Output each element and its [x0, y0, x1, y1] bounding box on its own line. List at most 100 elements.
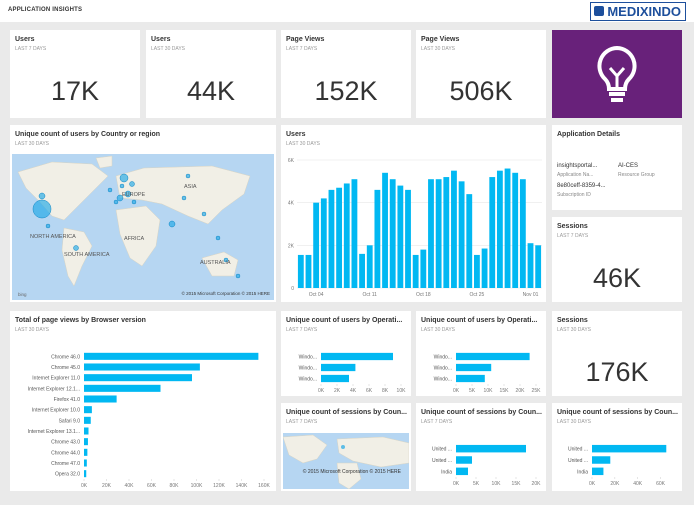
chart: 0K 2K 4K 6K 8K 10K Windo... Windo... Windo... — [299, 352, 406, 394]
kpi-tile[interactable]: Users LAST 7 DAYS 17K — [10, 30, 140, 118]
bar — [382, 172, 388, 288]
kpi-tile[interactable]: Sessions LAST 30 DAYS 176K — [552, 311, 682, 396]
chart: 0 2K 4K 6K Oct 04 Oct 11 Oct 18 Oct 25 Nov 01 — [288, 158, 542, 298]
x-tick-label: 0K — [589, 481, 596, 487]
tile-title: Unique count of sessions by Coun... — [286, 409, 407, 416]
bar — [84, 363, 200, 371]
chart: 0K 5K 10K 15K 20K 25K Windo... Windo... Windo... — [434, 352, 541, 394]
x-tick-label: Oct 11 — [363, 292, 378, 298]
bar — [374, 189, 381, 288]
tile-title: Application Details — [557, 131, 621, 138]
bar — [456, 444, 526, 453]
x-tick-label: 0K — [453, 481, 460, 487]
bar — [456, 352, 530, 361]
tile-title: Sessions — [557, 223, 588, 230]
x-tick-label: 60K — [147, 483, 157, 489]
tile-value: 44K — [186, 76, 236, 106]
x-tick-label: 0K — [318, 388, 325, 394]
bar — [592, 444, 667, 453]
bar — [496, 170, 503, 288]
x-tick-label: 5K — [473, 481, 480, 487]
logo: MEDIXINDO — [590, 2, 686, 21]
bar — [321, 352, 393, 361]
bar — [328, 189, 335, 288]
map-credit: © 2015 Microsoft Corporation © 2015 HERE — [303, 468, 402, 475]
map-label: NORTH AMERICA — [30, 234, 76, 240]
x-tick-label: 60K — [656, 481, 666, 487]
kpi-tile[interactable]: Users LAST 30 DAYS 44K — [146, 30, 276, 118]
tile-title: Unique count of users by Operati... — [286, 317, 403, 324]
bar — [405, 189, 411, 288]
chart-tile[interactable]: Unique count of users by Operati... LAST… — [416, 311, 546, 396]
tile-title: Unique count of users by Country or regi… — [15, 131, 161, 138]
bar — [84, 470, 87, 478]
bar — [84, 395, 117, 403]
bar — [474, 254, 480, 288]
x-tick-label: 6K — [366, 388, 373, 394]
y-tick-label: Internet Explorer 10.0 — [32, 408, 80, 414]
bar — [359, 253, 365, 288]
details-tile[interactable]: Application Details insightsportal... Ap… — [552, 125, 682, 210]
app-title: APPLICATION INSIGHTS — [8, 7, 83, 13]
bar — [321, 374, 349, 383]
bar — [366, 245, 373, 288]
bar — [84, 384, 161, 392]
chart-tile[interactable]: Users LAST 30 DAYS 0 2K 4K 6K Oct 04 Oct 11 Oc… — [281, 125, 546, 302]
x-tick-label: 8K — [382, 388, 389, 394]
x-tick-label: 140K — [236, 483, 248, 489]
tile-subtitle: LAST 7 DAYS — [15, 46, 47, 52]
detail-label: Resource Group — [618, 172, 655, 178]
map-brand: bing — [18, 292, 27, 297]
bar — [389, 179, 396, 288]
y-tick-label: India — [441, 469, 452, 475]
tile-subtitle: LAST 30 DAYS — [421, 46, 455, 52]
tile-value: 46K — [592, 263, 642, 293]
y-tick-label: Windo... — [299, 355, 317, 361]
chart-tile[interactable]: Unique count of users by Operati... LAST… — [281, 311, 411, 396]
bar — [456, 467, 468, 476]
chart-tile[interactable]: Unique count of sessions by Coun... LAST… — [416, 403, 546, 491]
y-tick-label: Chrome 47.0 — [51, 461, 80, 467]
app-insights-icon-tile[interactable] — [552, 30, 682, 118]
y-tick-label: 0 — [291, 286, 294, 292]
map-tile[interactable]: Unique count of sessions by Coun... LAST… — [281, 403, 411, 491]
bar — [420, 249, 427, 288]
bulb-base — [609, 92, 625, 96]
bar — [321, 363, 356, 372]
bar — [451, 170, 457, 288]
kpi-tile[interactable]: Sessions LAST 7 DAYS 46K — [552, 217, 682, 302]
y-tick-label: Safari 9.0 — [59, 418, 81, 424]
tile-title: Page Views — [286, 36, 325, 43]
tile-title: Sessions — [557, 317, 588, 324]
x-tick-label: 40K — [125, 483, 135, 489]
bar — [456, 456, 472, 464]
y-tick-label: Internet Explorer 12.1... — [28, 386, 80, 392]
bar — [320, 198, 327, 288]
detail-value: AI-CES — [618, 163, 639, 169]
chart-tile[interactable]: Total of page views by Browser version L… — [10, 311, 276, 491]
tile-subtitle: LAST 30 DAYS — [151, 46, 185, 52]
bar — [84, 416, 91, 424]
bar — [84, 406, 92, 414]
x-tick-label: 15K — [512, 481, 522, 487]
land — [17, 155, 251, 287]
tile-subtitle: LAST 7 DAYS — [286, 46, 318, 52]
kpi-tile[interactable]: Page Views LAST 30 DAYS 506K — [416, 30, 546, 118]
x-tick-label: 4K — [350, 388, 357, 394]
y-tick-label: Windo... — [434, 377, 452, 383]
x-tick-label: 120K — [213, 483, 225, 489]
chart-tile[interactable]: Unique count of sessions by Coun... LAST… — [552, 403, 682, 491]
chart: 0K 5K 10K 15K 20K United ... United ... India — [432, 444, 541, 487]
y-tick-label: United ... — [432, 447, 452, 453]
x-tick-label: 80K — [170, 483, 180, 489]
bar — [592, 467, 604, 476]
filament — [608, 67, 626, 88]
y-tick-label: Opera 32.0 — [55, 472, 80, 478]
detail-value: insightsportal... — [557, 163, 598, 169]
x-tick-label: 160K — [258, 483, 270, 489]
bar — [428, 179, 434, 288]
detail-value: 8e80ceff-8359-4... — [557, 183, 606, 189]
kpi-tile[interactable]: Page Views LAST 7 DAYS 152K — [281, 30, 411, 118]
map-tile[interactable]: Unique count of users by Country or regi… — [10, 125, 276, 302]
x-tick-label: 20K — [102, 483, 112, 489]
